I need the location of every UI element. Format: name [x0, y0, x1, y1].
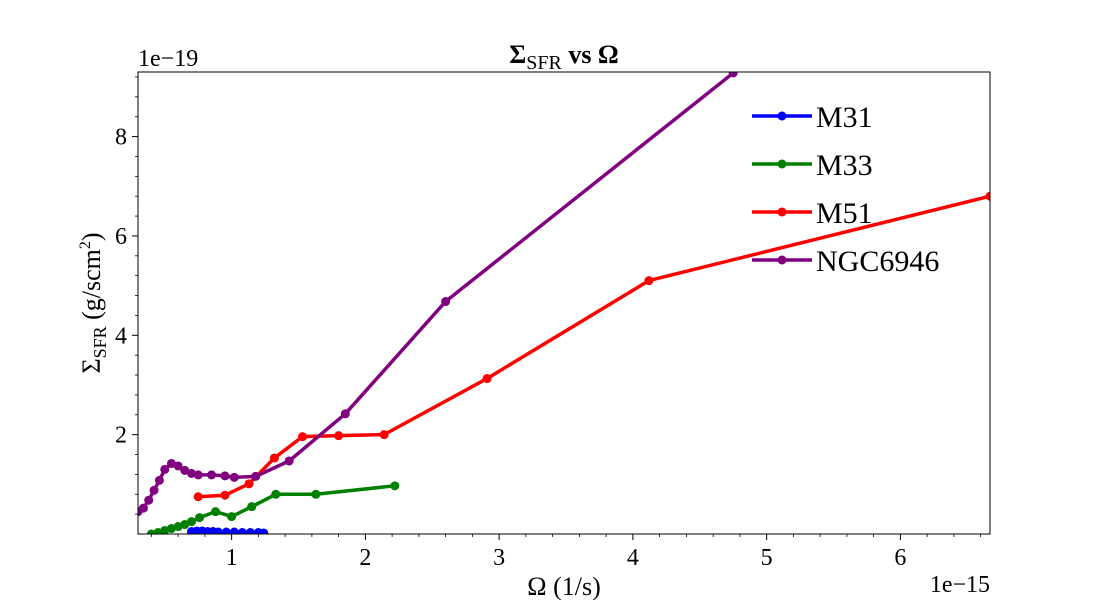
series-line-m51 — [198, 194, 990, 499]
data-point-m51 — [298, 432, 308, 442]
data-point-m51 — [244, 479, 254, 489]
y-axis-title-mid: (g/scm — [77, 249, 106, 326]
series-line-ngc6946 — [138, 72, 735, 514]
data-point-ngc6946 — [728, 72, 738, 78]
x-tick-label: 1 — [226, 545, 238, 571]
series-ngc6946 — [138, 72, 738, 517]
data-point-m51 — [482, 374, 492, 384]
data-point-m33 — [311, 489, 321, 499]
data-point-ngc6946 — [340, 409, 350, 419]
x-offset-label: 1e−15 — [930, 572, 990, 598]
data-point-ngc6946 — [441, 297, 451, 307]
legend-swatch-marker — [777, 207, 787, 217]
data-point-ngc6946 — [193, 470, 203, 480]
data-point-ngc6946 — [207, 470, 217, 480]
chart-title-sub: SFR — [526, 52, 562, 74]
data-point-m33 — [247, 502, 257, 512]
y-axis-title: ΣSFR (g/scm2) — [77, 232, 110, 373]
x-tick-label: 4 — [627, 545, 639, 571]
chart-title-rest: vs Ω — [562, 40, 619, 69]
data-point-m33 — [271, 489, 281, 499]
legend-swatch-marker — [777, 159, 787, 169]
series-m51 — [193, 191, 990, 502]
data-point-m33 — [195, 513, 205, 523]
x-tick-label: 5 — [761, 545, 773, 571]
legend-label: M51 — [816, 197, 873, 230]
x-tick-label: 6 — [894, 545, 906, 571]
y-tick-label: 4 — [115, 323, 127, 349]
x-axis-ticks: 1 2 3 4 5 6 — [150, 534, 982, 571]
legend-item-m33: M33 — [752, 149, 873, 182]
legend-swatch-marker — [777, 255, 787, 265]
legend-item-ngc6946: NGC6946 — [752, 245, 939, 278]
data-point-m33 — [211, 507, 221, 517]
y-axis-title-sup: 2 — [77, 241, 94, 249]
data-point-m31 — [221, 527, 231, 534]
y-offset-label: 1e−19 — [138, 46, 198, 72]
y-axis-title-sub: SFR — [90, 326, 110, 358]
legend-label: M31 — [816, 101, 873, 134]
data-point-ngc6946 — [220, 471, 230, 481]
y-axis-title-sigma: Σ — [77, 358, 106, 373]
y-tick-label: 8 — [115, 125, 127, 151]
y-axis-ticks: 2 4 6 8 — [115, 76, 138, 515]
y-tick-label: 6 — [115, 224, 127, 250]
data-point-ngc6946 — [144, 495, 154, 505]
data-point-ngc6946 — [138, 503, 148, 513]
data-point-m51 — [220, 490, 230, 500]
data-point-m33 — [153, 528, 163, 534]
data-point-m51 — [334, 431, 344, 441]
chart-title: ΣSFR vs Ω — [509, 40, 619, 74]
data-point-ngc6946 — [284, 456, 294, 466]
series-m31 — [187, 526, 269, 534]
legend: M31 M33 M51 NGC6946 — [752, 101, 939, 278]
plot-frame — [137, 71, 991, 535]
data-point-ngc6946 — [160, 464, 170, 474]
data-point-m51 — [379, 430, 389, 440]
data-point-m31 — [259, 528, 269, 534]
data-point-m31 — [245, 528, 255, 534]
legend-item-m51: M51 — [752, 197, 873, 230]
data-point-ngc6946 — [251, 471, 261, 481]
data-point-m31 — [229, 527, 239, 534]
x-tick-label: 3 — [493, 545, 505, 571]
series-m33 — [146, 481, 400, 534]
legend-swatch-marker — [777, 111, 787, 121]
data-point-ngc6946 — [154, 475, 164, 485]
x-tick-label: 2 — [359, 545, 371, 571]
data-point-ngc6946 — [229, 472, 239, 482]
legend-label: NGC6946 — [816, 245, 939, 278]
y-tick-label: 2 — [115, 423, 127, 449]
data-point-ngc6946 — [187, 468, 197, 478]
data-point-m51 — [985, 191, 990, 201]
plot-area — [138, 72, 990, 534]
legend-label: M33 — [816, 149, 873, 182]
data-point-m51 — [644, 276, 654, 286]
y-axis-title-end: ) — [77, 232, 106, 241]
data-point-m51 — [193, 492, 203, 502]
data-point-m31 — [213, 527, 223, 534]
data-point-m51 — [269, 453, 279, 463]
legend-item-m31: M31 — [752, 101, 873, 134]
x-axis-title: Ω (1/s) — [527, 572, 600, 600]
data-point-m33 — [187, 517, 197, 527]
data-point-m31 — [237, 528, 247, 534]
data-point-ngc6946 — [173, 461, 183, 471]
data-point-m33 — [227, 512, 237, 522]
chart-title-sigma: Σ — [509, 40, 526, 69]
data-point-m33 — [390, 481, 400, 491]
data-point-ngc6946 — [149, 485, 159, 495]
